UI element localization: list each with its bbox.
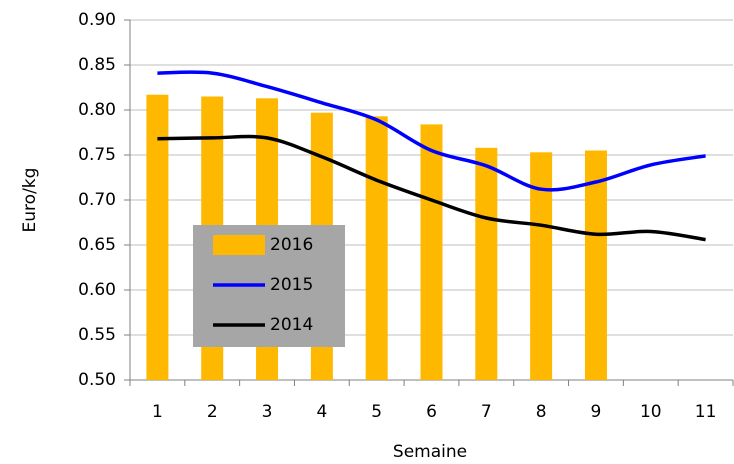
x-tick-label: 9 [591,402,602,422]
x-tick-label: 11 [695,402,717,422]
y-tick-label: 0.70 [78,190,116,210]
x-tick-label: 4 [316,402,327,422]
y-tick-label: 0.90 [78,10,116,30]
x-tick-label: 7 [481,402,492,422]
y-tick-label: 0.75 [78,145,116,165]
bar [420,124,443,381]
x-tick-label: 5 [371,402,382,422]
y-tick-label: 0.85 [78,55,116,75]
y-axis-label: Euro/kg [20,168,40,233]
legend-label: 2015 [270,275,313,295]
x-tick-label: 1 [152,402,163,422]
x-tick-label: 8 [536,402,547,422]
x-tick-label: 6 [426,402,437,422]
legend-label: 2014 [270,315,313,335]
bar [365,116,388,381]
x-tick-label: 10 [640,402,662,422]
y-tick-label: 0.65 [78,235,116,255]
line [157,134,706,242]
x-tick-label: 2 [207,402,218,422]
bar [584,150,607,380]
line [157,70,706,192]
y-tick-label: 0.55 [78,325,116,345]
x-tick-label: 3 [262,402,273,422]
legend-swatch [213,235,265,255]
y-tick-label: 0.60 [78,280,116,300]
x-axis-label: Semaine [393,442,467,462]
y-tick-label: 0.50 [78,370,116,390]
y-tick-label: 0.80 [78,100,116,120]
bar [475,147,498,380]
bar [146,94,169,380]
bar [530,152,553,380]
legend-label: 2016 [270,235,313,255]
